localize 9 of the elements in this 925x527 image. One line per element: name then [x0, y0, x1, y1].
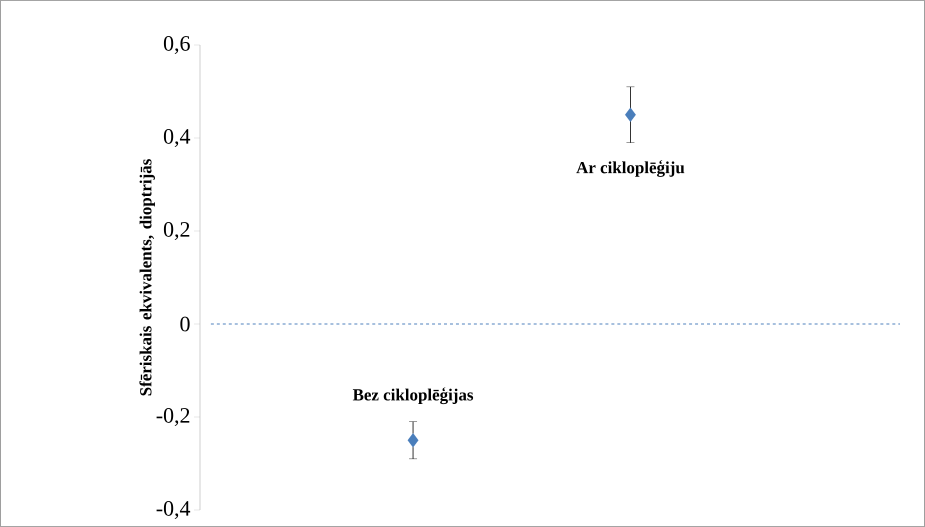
y-axis-title: Sfēriskais ekvivalents, dioptrijās [139, 159, 155, 396]
y-tick-label: -0,2 [156, 408, 190, 426]
y-tick-label: 0,2 [164, 222, 190, 240]
y-tick-label: 0,6 [164, 36, 190, 54]
y-tick-label: -0,4 [156, 501, 190, 519]
y-tick-label: 0 [180, 316, 190, 332]
annotation: Ar cikloplēģiju [576, 160, 684, 177]
annotation: Bez cikloplēģijas [352, 387, 474, 404]
y-tick-label: 0,4 [164, 129, 190, 147]
